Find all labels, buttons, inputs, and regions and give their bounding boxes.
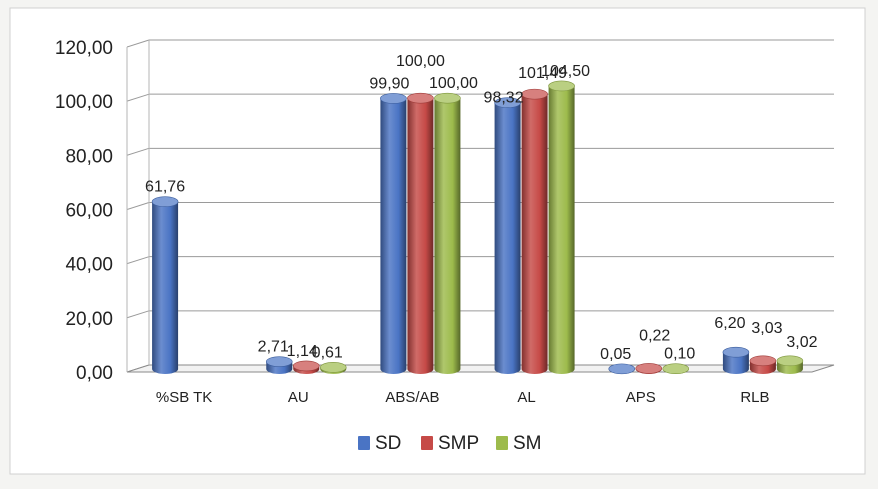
bar-sd-2 <box>380 98 407 374</box>
bar-sm-3 <box>548 85 575 375</box>
bar-sm-2 <box>434 98 461 375</box>
gridline-side <box>126 310 150 319</box>
y-tick-label: 40,00 <box>65 255 113 276</box>
bar-top-sd-3 <box>494 97 521 109</box>
data-label-sm-2: 100,00 <box>429 75 478 92</box>
x-tick-label: AL <box>517 389 535 406</box>
bar-sd-3 <box>494 102 521 374</box>
bar-top-sd-1 <box>265 356 293 367</box>
x-tick-label: %SB TK <box>156 389 212 406</box>
bar-top-sd-2 <box>380 93 407 104</box>
y-tick-label: 20,00 <box>65 309 113 330</box>
bar-top-sm-1 <box>319 362 347 373</box>
data-label-sm-5: 3,02 <box>786 334 817 351</box>
legend: SD SMP SM <box>358 433 542 454</box>
data-label-sm-1: 0,61 <box>312 344 343 361</box>
x-axis-ticks: %SB TK AU ABS/AB AL APS RLB <box>156 389 770 406</box>
legend-label-smp: SMP <box>438 433 479 454</box>
gridline-side <box>126 93 150 102</box>
x-tick-label: APS <box>626 389 656 406</box>
bar-top-sd-0 <box>151 196 179 208</box>
bar-top-smp-1 <box>292 360 320 372</box>
bar-top-smp-3 <box>521 88 548 100</box>
bar-sd-0 <box>152 201 179 374</box>
data-label-smp-1: 1,14 <box>287 343 318 360</box>
data-label-sd-3: 98,32 <box>484 90 524 107</box>
data-label-smp-2: 100,00 <box>396 53 445 70</box>
bar-top-sm-5 <box>776 355 804 367</box>
data-label-smp-5: 3,03 <box>751 320 782 337</box>
data-label-smp-4: 0,22 <box>639 327 670 344</box>
bar-top-smp-5 <box>749 355 777 367</box>
bar-top-sm-2 <box>434 92 461 104</box>
bar-top-sm-3 <box>548 80 575 92</box>
legend-label-sm: SM <box>513 433 542 454</box>
data-labels: 61,76 2,711,140,61 99,90 100,00 100,00 98,32 1… <box>145 53 818 363</box>
data-label-sm-3: 104,50 <box>541 63 590 80</box>
y-tick-label: 60,00 <box>65 201 113 222</box>
x-tick-label: RLB <box>740 389 769 406</box>
gridline-side <box>126 147 150 156</box>
bar-smp-3 <box>521 94 548 374</box>
bar-top-smp-4 <box>635 363 663 374</box>
y-tick-label: 0,00 <box>76 363 113 384</box>
data-label-sd-1: 2,71 <box>258 339 289 356</box>
bars <box>151 80 804 375</box>
gridline-side <box>126 256 150 265</box>
bar-top-sd-4 <box>608 363 636 375</box>
legend-label-sd: SD <box>375 433 401 454</box>
data-label-sd-2: 99,90 <box>369 75 409 92</box>
bar-smp-2 <box>407 98 434 375</box>
gridline-side <box>126 202 150 210</box>
legend-swatch-sd <box>358 436 370 450</box>
data-label-sd-0: 61,76 <box>145 179 185 196</box>
y-axis-ticks: 0,00 20,00 40,00 60,00 80,00 100,00 120,00 <box>55 38 113 384</box>
gridline-side <box>126 39 150 48</box>
x-tick-label: ABS/AB <box>385 389 439 406</box>
data-label-sd-5: 6,20 <box>714 315 745 332</box>
bar-top-sd-5 <box>722 346 750 358</box>
y-tick-label: 80,00 <box>65 146 113 167</box>
data-label-sm-4: 0,10 <box>664 346 695 363</box>
data-label-sd-4: 0,05 <box>600 346 631 363</box>
y-tick-label: 100,00 <box>55 92 113 113</box>
x-tick-label: AU <box>288 389 309 406</box>
bar-sd-5 <box>722 352 749 374</box>
legend-swatch-smp <box>421 436 433 450</box>
bar-top-sm-4 <box>662 363 690 375</box>
y-tick-label: 120,00 <box>55 38 113 59</box>
legend-swatch-sm <box>496 436 508 450</box>
bar-top-smp-2 <box>407 92 434 104</box>
data-label-smp-3: 101,49 <box>518 65 567 82</box>
